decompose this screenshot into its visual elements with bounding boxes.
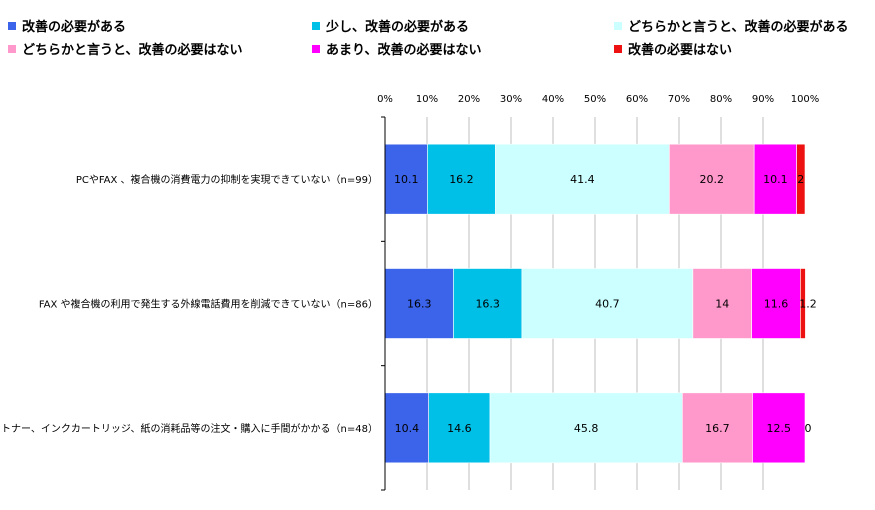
axes [381, 116, 386, 491]
value-label-3-3: 45.8 [574, 422, 599, 435]
x-axis-ticks: 0% 10% 20% 30% 40% 50% 60% 70% 80% 90% 100% [377, 94, 819, 105]
legend-label-5: あまり、改善の必要はない [326, 42, 481, 58]
value-label-2-4: 14 [715, 298, 729, 311]
legend-label-4: どちらかと言うと、改善の必要はない [22, 42, 242, 58]
category-labels: PCやFAX 、複合機の消費電力の抑制を実現できていない（n=99） FAX や複… [1, 173, 378, 435]
value-label-1-6: 2 [797, 173, 804, 186]
x-tick-label-5: 50% [584, 94, 606, 105]
x-tick-label-8: 80% [710, 94, 732, 105]
legend-swatch-2 [312, 22, 320, 30]
legend-swatch-1 [8, 22, 16, 30]
legend-swatch-4 [8, 45, 16, 53]
bar-segment-2-4 [692, 268, 752, 339]
legend-swatch-5 [312, 45, 320, 53]
bar-segment-3-1 [384, 392, 429, 464]
value-label-3-2: 14.6 [447, 422, 472, 435]
bar-segment-2-6 [800, 268, 806, 339]
x-tick-label-6: 60% [626, 94, 648, 105]
value-label-1-3: 41.4 [570, 173, 595, 186]
x-tick-label-0: 0% [377, 94, 393, 105]
bar-segment-1-5 [753, 143, 797, 215]
value-label-2-5: 11.6 [764, 298, 789, 311]
legend: 改善の必要がある 少し、改善の必要がある どちらかと言うと、改善の必要があるどちらか… [8, 19, 848, 58]
bar-segment-3-3 [489, 392, 683, 464]
value-label-2-1: 16.3 [407, 298, 432, 311]
value-label-1-5: 10.1 [763, 173, 788, 186]
x-tick-label-4: 40% [542, 94, 564, 105]
value-label-3-6: 0 [805, 422, 812, 435]
value-label-2-2: 16.3 [475, 298, 500, 311]
value-label-1-1: 10.1 [394, 173, 419, 186]
bar-segment-3-5 [752, 392, 806, 464]
bars: 10.1 16.2 41.4 20.2 10.1 2 16.3 16.3 40.7 14 11.6 1… [384, 143, 817, 464]
bar-segment-1-3 [495, 143, 670, 215]
legend-label-2: 少し、改善の必要がある [325, 19, 469, 35]
bar-segment-1-4 [669, 143, 755, 215]
bar-segment-2-1 [384, 268, 454, 339]
legend-label-3: どちらかと言うと、改善の必要がある [628, 19, 848, 35]
bar-segment-2-2 [453, 268, 523, 339]
bar-segment-1-2 [427, 143, 496, 215]
legend-label-1: 改善の必要がある [22, 19, 126, 35]
value-label-2-3: 40.7 [595, 298, 620, 311]
value-label-2-6: 1.2 [799, 298, 817, 311]
x-tick-label-2: 20% [458, 94, 480, 105]
bar-segment-1-6 [796, 143, 806, 215]
x-tick-label-9: 90% [752, 94, 774, 105]
bar-segment-2-3 [521, 268, 694, 339]
value-label-1-4: 20.2 [700, 173, 725, 186]
x-tick-label-7: 70% [668, 94, 690, 105]
x-tick-label-1: 10% [416, 94, 438, 105]
bar-segment-2-5 [751, 268, 801, 339]
category-label-3: トナー、インクカートリッジ、紙の消耗品等の注文・購入に手間がかかる（n=48） [1, 422, 378, 435]
value-label-3-1: 10.4 [395, 422, 420, 435]
x-tick-label-10: 100% [791, 94, 820, 105]
legend-label-6: 改善の必要はない [628, 42, 732, 58]
bar-segment-3-2 [428, 392, 491, 464]
legend-swatch-3 [614, 22, 622, 30]
value-label-3-5: 12.5 [767, 422, 792, 435]
bar-segment-3-4 [682, 392, 753, 464]
x-tick-label-3: 30% [500, 94, 522, 105]
value-label-1-2: 16.2 [449, 173, 474, 186]
legend-swatch-6 [614, 45, 622, 53]
value-label-3-4: 16.7 [705, 422, 730, 435]
category-label-2: FAX や複合機の利用で発生する外線電話費用を削減できていない（n=86） [39, 298, 378, 311]
category-label-1: PCやFAX 、複合機の消費電力の抑制を実現できていない（n=99） [76, 173, 378, 186]
